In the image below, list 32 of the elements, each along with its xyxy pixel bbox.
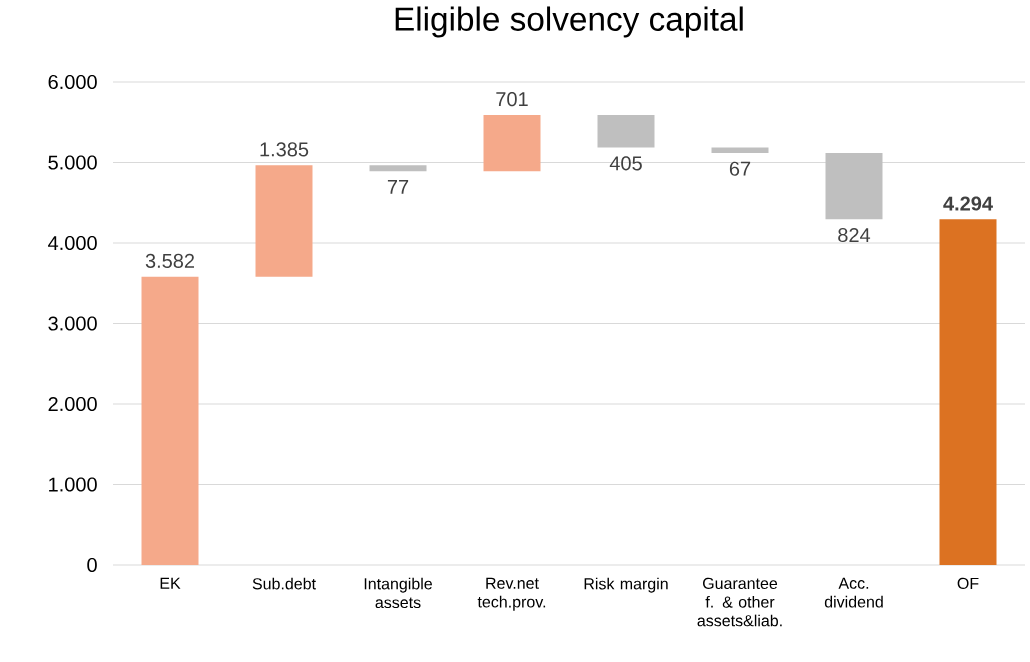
bar — [939, 219, 997, 565]
bar — [369, 165, 427, 172]
x-tick-label: Risk margin — [584, 577, 668, 593]
bar — [141, 276, 199, 565]
x-tick-label: Rev.net tech.prov. — [477, 577, 546, 611]
data-label: 701 — [496, 92, 528, 107]
y-tick-label: 3.000 — [48, 316, 97, 331]
bar — [711, 147, 769, 153]
y-tick-label: 4.000 — [48, 235, 97, 251]
bar — [825, 152, 883, 220]
data-label: 77 — [387, 180, 409, 194]
chart-title: Eligible solvency capital — [395, 6, 743, 38]
y-tick-label: 6.000 — [48, 74, 97, 90]
bar — [483, 114, 541, 172]
x-tick-label: Intangible assets — [364, 577, 432, 609]
bar — [597, 114, 655, 148]
data-label: 4.294 — [943, 196, 993, 211]
data-label: 824 — [838, 227, 871, 243]
x-tick-label: OF — [957, 577, 979, 590]
bar — [255, 165, 313, 277]
data-label: 3.582 — [145, 253, 195, 268]
x-tick-label: Guarantee f. & other assets&liab. — [697, 577, 782, 627]
data-label: 67 — [729, 161, 751, 176]
x-tick-label: Acc. dividend — [824, 577, 883, 608]
x-tick-label: Sub.debt — [252, 577, 316, 590]
data-label: 1.385 — [260, 142, 309, 157]
y-tick-label: 0 — [87, 557, 97, 573]
data-label: 405 — [609, 156, 642, 171]
y-tick-label: 5.000 — [48, 155, 97, 170]
y-tick-label: 2.000 — [48, 396, 97, 412]
x-tick-label: EK — [160, 577, 181, 589]
y-tick-label: 1.000 — [49, 477, 97, 492]
